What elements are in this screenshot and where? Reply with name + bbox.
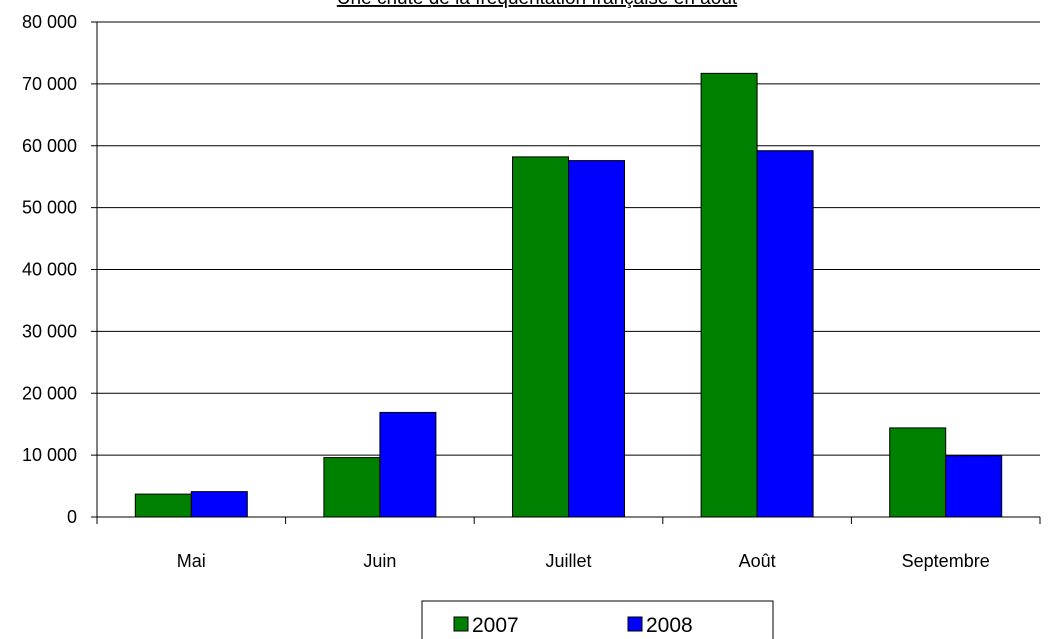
y-tick-label: 40 000 (22, 260, 77, 280)
x-tick-label: Août (739, 551, 776, 571)
y-tick-label: 10 000 (22, 445, 77, 465)
bar-2007-septembre (889, 427, 947, 518)
x-tick-label: Mai (177, 551, 206, 571)
y-tick-label: 50 000 (22, 198, 77, 218)
bar-2007-mai (134, 493, 192, 518)
x-tick-label: Juin (363, 551, 396, 571)
bar-2007-août (700, 72, 758, 518)
y-tick-label: 80 000 (22, 12, 77, 32)
y-tick-label: 0 (67, 507, 77, 527)
bar-2008-mai (190, 491, 248, 518)
bar-2008-juin (379, 411, 437, 518)
bar-2008-septembre (945, 455, 1003, 518)
y-tick-label: 70 000 (22, 74, 77, 94)
bar-2007-juin (323, 457, 381, 518)
bar-2008-juillet (568, 160, 625, 518)
bar-2007-juillet (512, 156, 569, 518)
legend-label: 2008 (646, 614, 693, 637)
legend-swatch (627, 616, 643, 632)
y-tick-label: 20 000 (22, 383, 77, 403)
legend-box (421, 600, 774, 639)
legend-swatch (453, 616, 469, 632)
chart-title: Une chute de la fréquentation française … (337, 0, 738, 9)
x-tick-label: Septembre (902, 551, 990, 571)
y-tick-label: 60 000 (22, 136, 77, 156)
bar-2008-août (756, 150, 814, 518)
y-tick-label: 30 000 (22, 321, 77, 341)
x-tick-label: Juillet (545, 551, 591, 571)
legend-label: 2007 (472, 614, 519, 637)
